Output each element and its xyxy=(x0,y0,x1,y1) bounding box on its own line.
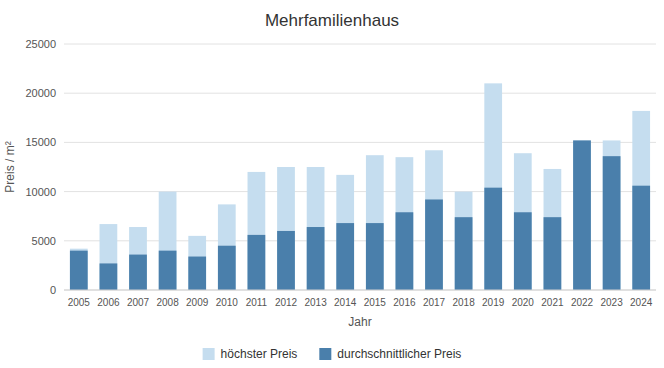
x-tick-label: 2018 xyxy=(452,297,475,308)
bar xyxy=(100,263,118,290)
bar xyxy=(455,217,473,290)
title: Mehrfamilienhaus xyxy=(265,11,399,30)
legend-label: durchschnittlicher Preis xyxy=(337,347,461,361)
x-tick-label: 2006 xyxy=(97,297,120,308)
legend: höchster Preis durchschnittlicher Preis xyxy=(203,347,462,361)
bar xyxy=(544,169,562,290)
bar xyxy=(603,140,621,290)
x-axis-line xyxy=(64,290,656,291)
x-tick-label: 2007 xyxy=(127,297,150,308)
bar xyxy=(70,251,88,290)
y-tick-label: 15000 xyxy=(25,136,56,148)
bar xyxy=(632,186,650,290)
bar xyxy=(396,157,414,290)
y-tick-label: 20000 xyxy=(25,87,56,99)
x-axis-label: Jahr xyxy=(348,315,371,329)
bar xyxy=(188,257,206,290)
x-tick-label: 2024 xyxy=(630,297,653,308)
bar xyxy=(307,227,325,290)
x-tick-label: 2023 xyxy=(600,297,623,308)
bar xyxy=(248,235,266,290)
grid-line xyxy=(64,240,656,241)
y-tick-label: 25000 xyxy=(25,38,56,50)
bar xyxy=(544,217,562,290)
x-tick-label: 2015 xyxy=(364,297,387,308)
bar xyxy=(425,150,443,290)
y-axis-label: Preis / m² xyxy=(3,141,17,192)
x-tick-label: 2019 xyxy=(482,297,505,308)
bar xyxy=(336,223,354,290)
bar xyxy=(218,204,236,290)
x-tick-label: 2016 xyxy=(393,297,416,308)
x-tick-label: 2005 xyxy=(68,297,91,308)
bar xyxy=(396,212,414,290)
x-tick-label: 2012 xyxy=(275,297,298,308)
bar xyxy=(455,192,473,290)
bar xyxy=(425,199,443,290)
bar xyxy=(514,212,532,290)
bar xyxy=(277,231,295,290)
legend-label: höchster Preis xyxy=(221,347,298,361)
x-tick-label: 2021 xyxy=(541,297,564,308)
bar xyxy=(514,153,532,290)
x-tick-label: 2009 xyxy=(186,297,209,308)
bar xyxy=(573,140,591,290)
bar xyxy=(632,111,650,290)
x-tick-label: 2017 xyxy=(423,297,446,308)
bar xyxy=(366,223,384,290)
x-tick-label: 2014 xyxy=(334,297,357,308)
bar xyxy=(129,227,147,290)
grid-line xyxy=(64,44,656,45)
x-tick-label: 2011 xyxy=(246,297,268,308)
bar xyxy=(484,83,502,290)
bar xyxy=(129,255,147,290)
series xyxy=(70,140,650,290)
x-tick-label: 2022 xyxy=(571,297,594,308)
bars xyxy=(70,83,650,290)
bar xyxy=(218,246,236,290)
bar xyxy=(100,224,118,290)
bar xyxy=(159,192,177,290)
bar xyxy=(336,175,354,290)
bar xyxy=(188,236,206,290)
x-tick-label: 2020 xyxy=(512,297,535,308)
x-tick-label: 2013 xyxy=(304,297,327,308)
y-tick-label: 10000 xyxy=(25,186,56,198)
y-tick-label: 5000 xyxy=(32,235,56,247)
x-tick-label: 2010 xyxy=(216,297,239,308)
legend-swatch xyxy=(203,348,215,360)
bar xyxy=(248,172,266,290)
bar xyxy=(366,155,384,290)
bar xyxy=(484,188,502,290)
grid-line xyxy=(64,191,656,192)
bar xyxy=(603,156,621,290)
series xyxy=(70,83,650,290)
chart: Mehrfamilienhaus 0 5000 10000 15000 20000 2500… xyxy=(0,0,664,368)
bar xyxy=(159,251,177,290)
x-tick-label: 2008 xyxy=(156,297,179,308)
bar xyxy=(277,167,295,290)
y-tick-label: 0 xyxy=(50,284,56,296)
bar xyxy=(307,167,325,290)
grid xyxy=(64,44,656,290)
bar xyxy=(573,140,591,290)
grid-line xyxy=(64,142,656,143)
bar xyxy=(70,249,88,290)
grid-line xyxy=(64,93,656,94)
grid-line xyxy=(64,290,656,291)
legend-swatch xyxy=(319,348,331,360)
